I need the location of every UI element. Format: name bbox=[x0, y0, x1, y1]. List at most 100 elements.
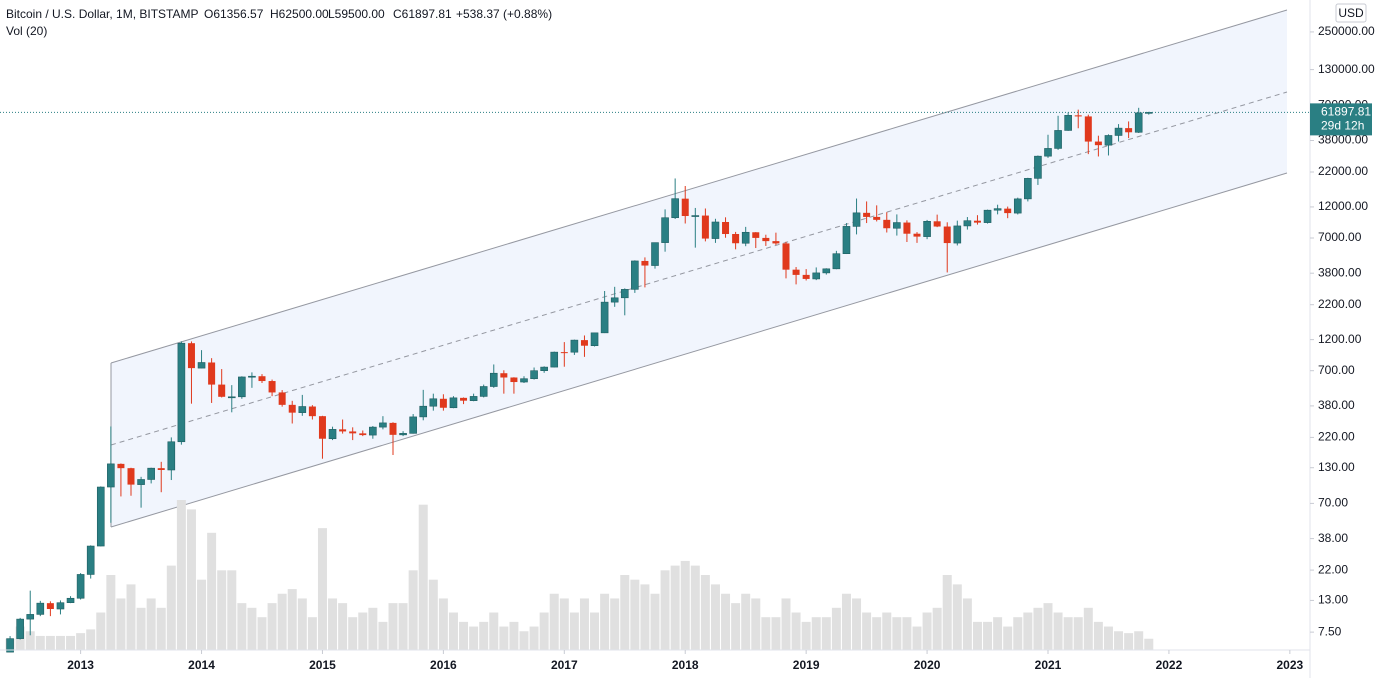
candle-body bbox=[147, 467, 155, 480]
volume-bar bbox=[156, 607, 166, 650]
candle-body bbox=[812, 272, 821, 280]
candle-body bbox=[732, 234, 740, 244]
volume-bar bbox=[1144, 638, 1154, 650]
candle-body bbox=[681, 198, 689, 217]
volume-bar bbox=[731, 603, 741, 650]
candle-body bbox=[76, 574, 85, 599]
y-tick-label: 13.00 bbox=[1318, 593, 1348, 607]
volume-bar bbox=[257, 617, 267, 650]
volume-bar bbox=[831, 607, 841, 650]
volume-bar bbox=[197, 579, 207, 650]
volume-bar bbox=[45, 635, 55, 650]
volume-bar bbox=[640, 584, 650, 650]
volume-bar bbox=[96, 612, 106, 650]
volume-bar bbox=[297, 598, 307, 650]
candle-body bbox=[701, 215, 709, 239]
volume-bar bbox=[479, 621, 489, 650]
ohlc-low: L59500.00 bbox=[328, 7, 385, 21]
candle-body bbox=[530, 370, 538, 380]
volume-bar bbox=[993, 617, 1003, 650]
volume-bar bbox=[207, 532, 217, 650]
volume-bar bbox=[791, 612, 801, 650]
candle-body bbox=[983, 209, 992, 223]
candle-body bbox=[540, 366, 548, 371]
candle-body bbox=[409, 416, 417, 434]
y-tick-label: 130000.00 bbox=[1318, 62, 1375, 76]
channel-lower bbox=[110, 172, 1288, 528]
x-tick-label: 2019 bbox=[793, 658, 820, 672]
volume-bar bbox=[368, 607, 378, 650]
candle-body bbox=[238, 376, 246, 398]
volume-bar bbox=[650, 593, 660, 650]
candle-body bbox=[722, 221, 730, 235]
volume-bar bbox=[700, 575, 710, 650]
candle-body bbox=[1034, 155, 1042, 179]
candle-body bbox=[883, 219, 891, 229]
volume-bar bbox=[1103, 626, 1113, 650]
y-tick-label: 22000.00 bbox=[1318, 164, 1368, 178]
volume-bar bbox=[600, 593, 610, 650]
candle-body bbox=[460, 397, 468, 401]
volume-bar bbox=[388, 603, 398, 650]
volume-bar bbox=[519, 631, 529, 650]
volume-bar bbox=[549, 593, 559, 650]
y-tick-label: 220.00 bbox=[1318, 430, 1355, 444]
volume-bar bbox=[872, 617, 882, 650]
candle-body bbox=[369, 426, 377, 436]
volume-bar bbox=[892, 617, 902, 650]
volume-bar bbox=[781, 598, 791, 650]
x-tick-label: 2021 bbox=[1035, 658, 1062, 672]
volume-bar bbox=[428, 579, 438, 650]
candle-body bbox=[66, 597, 75, 603]
volume-bar bbox=[962, 598, 972, 650]
volume-bar bbox=[590, 612, 600, 650]
y-tick-label: 7000.00 bbox=[1318, 230, 1362, 244]
x-tick-label: 2018 bbox=[672, 658, 699, 672]
volume-bar bbox=[821, 617, 831, 650]
volume-bar bbox=[852, 598, 862, 650]
volume-bar bbox=[35, 635, 45, 650]
candle-body bbox=[187, 343, 195, 369]
volume-bar bbox=[610, 598, 620, 650]
channel-upper bbox=[110, 9, 1288, 364]
volume-bar bbox=[721, 593, 731, 650]
candle-body bbox=[6, 638, 14, 653]
volume-bar bbox=[1013, 617, 1023, 650]
candle-body bbox=[832, 253, 841, 270]
ohlc-high: H62500.00 bbox=[270, 7, 329, 21]
volume-bar bbox=[569, 612, 579, 650]
candle-body bbox=[691, 215, 700, 217]
volume-bar bbox=[25, 631, 35, 650]
candle-body bbox=[167, 441, 176, 471]
volume-bar bbox=[741, 593, 751, 650]
volume-bar bbox=[378, 621, 388, 650]
volume-bar bbox=[902, 617, 912, 650]
y-tick-label: 2200.00 bbox=[1318, 297, 1362, 311]
volume-bar bbox=[136, 607, 146, 650]
volume-bar bbox=[932, 607, 942, 650]
candle-body bbox=[268, 381, 276, 393]
volume-bar bbox=[408, 570, 418, 650]
candle-body bbox=[429, 398, 438, 407]
candle-body bbox=[399, 433, 407, 436]
candle-body bbox=[479, 386, 488, 397]
countdown: 29d 12h bbox=[1321, 119, 1364, 133]
candle-body bbox=[339, 429, 347, 432]
candle-body bbox=[349, 431, 357, 434]
volume-bar bbox=[942, 575, 952, 650]
y-tick-label: 700.00 bbox=[1318, 363, 1355, 377]
candle-body bbox=[560, 352, 568, 354]
volume-bar bbox=[912, 626, 922, 650]
candle-body bbox=[1125, 128, 1133, 133]
currency-box[interactable] bbox=[1335, 3, 1367, 23]
volume-bar bbox=[539, 612, 549, 650]
candle-body bbox=[782, 243, 790, 270]
candle-body bbox=[510, 377, 518, 383]
volume-bar bbox=[307, 617, 317, 650]
volume-bar bbox=[106, 575, 116, 650]
y-tick-label: 250000.00 bbox=[1318, 24, 1375, 38]
candle-body bbox=[1114, 127, 1123, 136]
volume-bar bbox=[630, 579, 640, 650]
candle-body bbox=[852, 212, 861, 227]
